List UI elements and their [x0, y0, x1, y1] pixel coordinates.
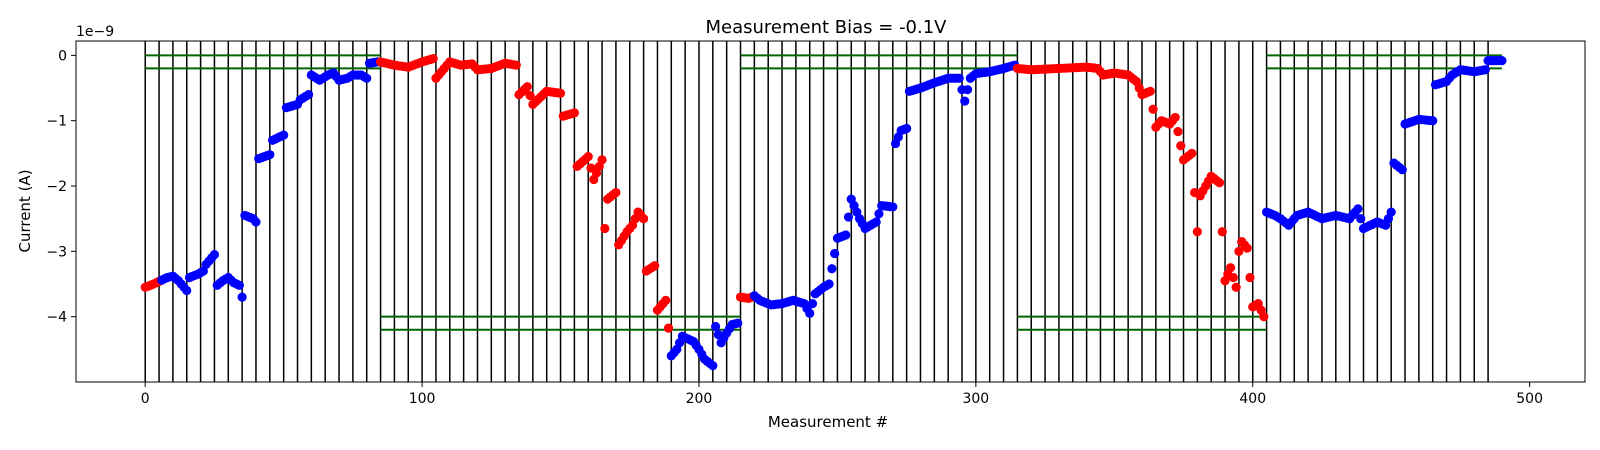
data-point — [874, 209, 884, 219]
y-tick-label: −1 — [46, 114, 67, 130]
data-point — [960, 96, 970, 106]
data-point — [1170, 112, 1180, 123]
data-point — [1428, 116, 1438, 126]
x-tick-label: 100 — [409, 391, 436, 407]
data-point — [830, 248, 840, 259]
data-point — [708, 361, 718, 371]
data-point — [1497, 55, 1507, 66]
data-point — [1386, 207, 1396, 217]
data-point — [1145, 86, 1155, 96]
data-point — [251, 217, 261, 227]
data-point — [555, 88, 566, 98]
y-tick-label: −2 — [46, 179, 67, 195]
data-point — [1148, 104, 1158, 114]
data-point — [639, 214, 649, 224]
data-point — [1192, 227, 1202, 237]
data-point — [279, 130, 289, 140]
x-tick-label: 0 — [141, 391, 150, 407]
data-point — [303, 89, 314, 100]
data-point — [1214, 178, 1225, 188]
data-point — [824, 279, 834, 289]
x-axis: 0 100 200 300 400 500 — [141, 382, 1543, 407]
data-point — [962, 85, 973, 95]
data-point — [661, 295, 671, 305]
y-offset-label: 1e−9 — [76, 24, 114, 40]
data-point — [650, 261, 660, 271]
data-point — [1176, 141, 1186, 151]
x-axis-title: Measurement # — [768, 413, 888, 431]
y-tick-label: −4 — [46, 310, 67, 326]
data-point — [600, 223, 610, 234]
y-tick-label: 0 — [58, 48, 67, 64]
y-tick-label: −3 — [46, 244, 67, 260]
data-point — [362, 73, 372, 83]
data-point — [1228, 272, 1238, 283]
y-axis: 0 −1 −2 −3 −4 — [46, 48, 76, 326]
data-point — [1234, 246, 1244, 256]
data-point — [522, 82, 532, 92]
chart-title: Measurement Bias = -0.1V — [705, 17, 947, 38]
data-point — [710, 321, 721, 332]
x-tick-label: 500 — [1516, 391, 1543, 407]
data-point — [569, 108, 579, 118]
y-axis-title: Current (A) — [16, 169, 34, 252]
data-point — [1356, 214, 1366, 224]
data-point — [663, 323, 674, 333]
data-point — [428, 54, 438, 64]
data-point — [511, 60, 521, 70]
data-point — [237, 292, 247, 302]
data-point — [841, 230, 851, 240]
data-point — [1225, 263, 1236, 273]
data-point — [871, 217, 881, 227]
data-point — [1353, 204, 1363, 214]
plot-frame — [75, 40, 1586, 383]
data-point — [827, 264, 837, 274]
data-point — [611, 187, 621, 198]
data-point — [265, 150, 275, 160]
data-point — [805, 308, 815, 319]
data-point — [902, 123, 912, 134]
data-point — [807, 299, 818, 309]
data-point — [1259, 312, 1269, 322]
data-point — [1480, 65, 1490, 75]
data-point — [888, 202, 898, 212]
data-point — [182, 285, 192, 296]
plot-area — [140, 41, 1507, 382]
x-tick-label: 400 — [1239, 391, 1266, 407]
data-point — [1231, 282, 1241, 292]
data-point — [209, 250, 220, 260]
data-point — [234, 280, 244, 290]
data-point — [954, 73, 964, 83]
data-point — [1217, 227, 1227, 237]
data-point — [1397, 165, 1407, 175]
data-point — [1245, 272, 1255, 283]
data-point — [1187, 148, 1197, 158]
x-tick-label: 300 — [962, 391, 989, 407]
x-tick-label: 200 — [686, 391, 713, 407]
data-point — [583, 152, 593, 162]
data-point — [597, 155, 607, 165]
data-point — [843, 212, 854, 222]
data-point — [1242, 243, 1252, 253]
data-point — [733, 318, 743, 328]
data-point — [1173, 126, 1183, 137]
data-point — [525, 90, 535, 101]
